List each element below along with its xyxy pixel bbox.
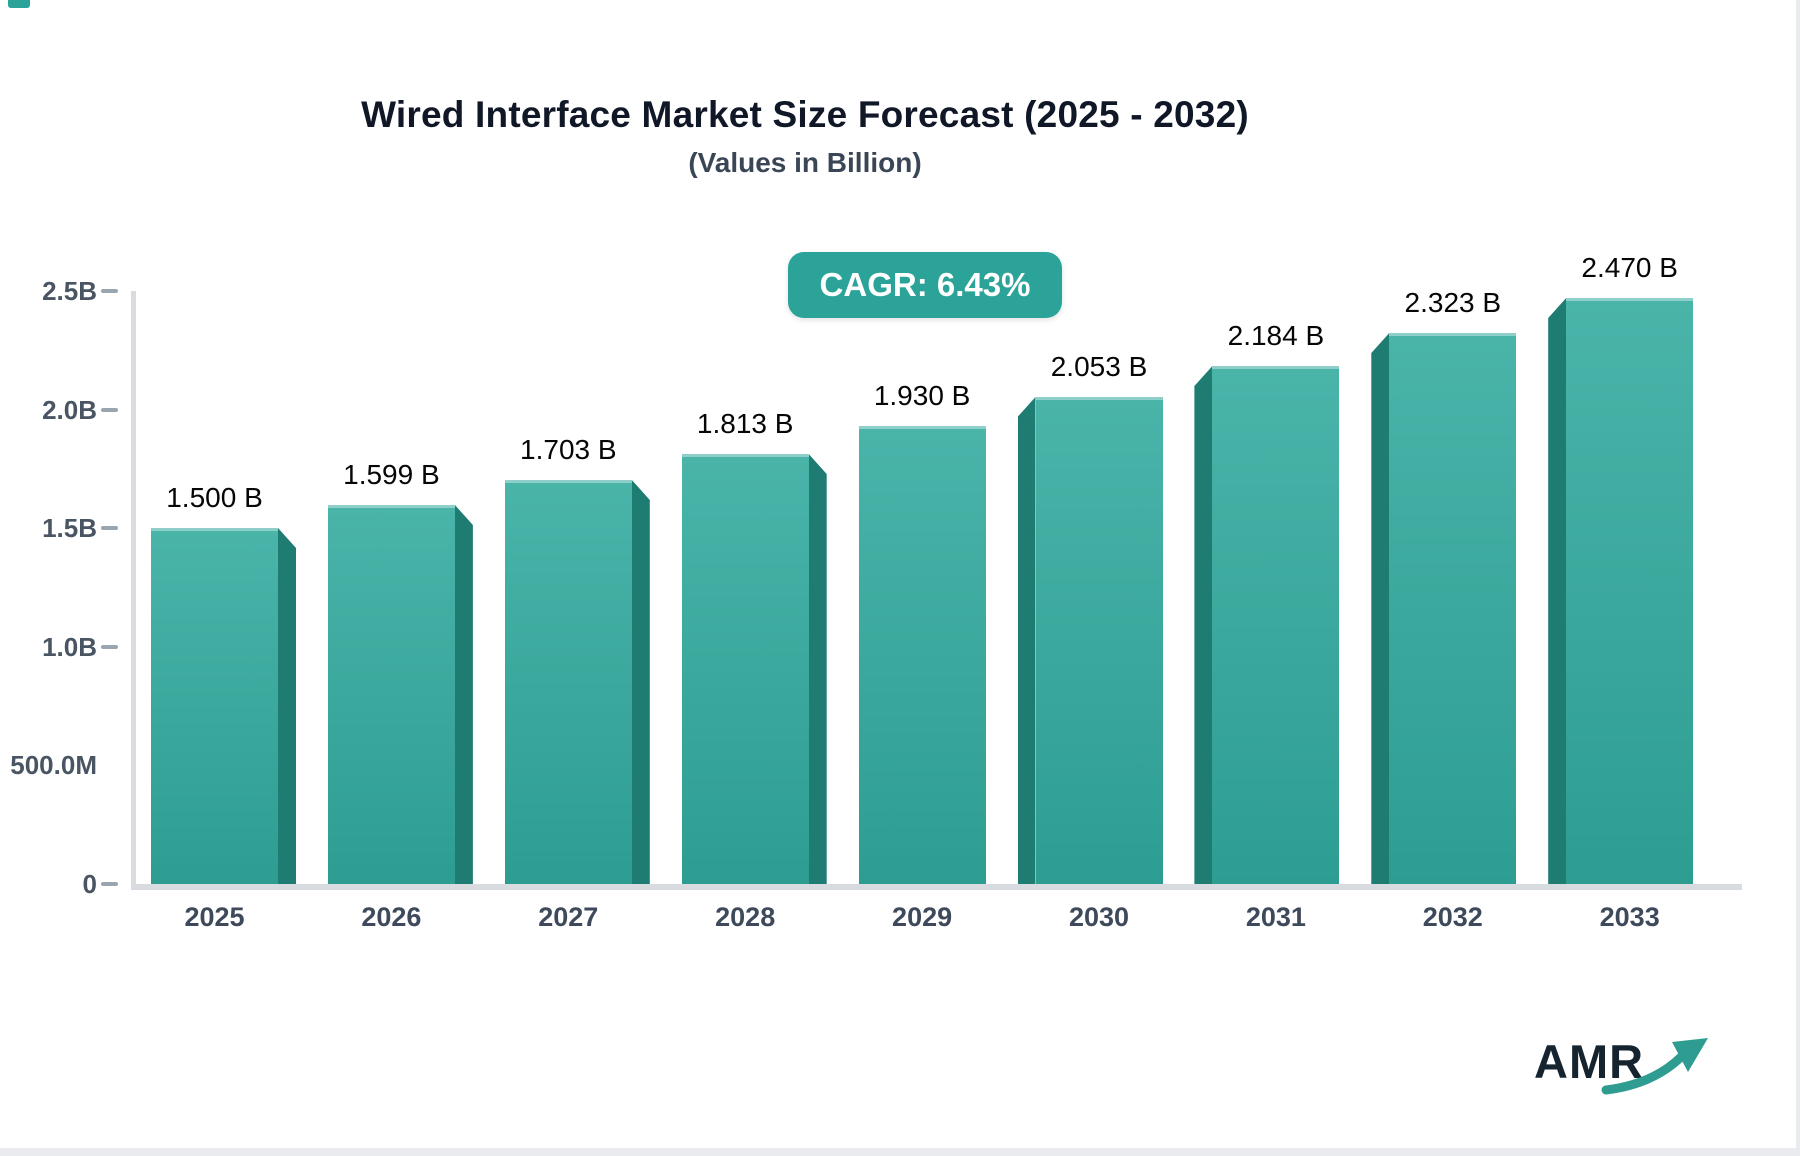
x-category-label: 2025	[184, 902, 245, 932]
bar-side-2031	[1194, 366, 1213, 884]
bar-2025	[151, 528, 278, 884]
bar-value-label: 1.599 B	[343, 459, 440, 490]
bar-side-2032	[1371, 333, 1390, 884]
cagr-badge-label: CAGR: 6.43%	[819, 266, 1031, 303]
bar-top-highlight	[858, 426, 986, 429]
bar-2033	[1566, 298, 1694, 884]
growth-arrow-icon	[1601, 1038, 1708, 1095]
y-tick-dash	[101, 882, 118, 886]
top-edge-artifact	[8, 0, 30, 8]
bar-top-highlight	[504, 480, 632, 483]
bar-2026	[327, 505, 455, 884]
y-tick-label: 0	[82, 869, 97, 899]
bar-value-label: 1.930 B	[873, 380, 971, 411]
bar-value-label: 1.500 B	[166, 482, 263, 513]
x-category-label: 2031	[1245, 902, 1306, 932]
y-tick-label: 2.5B	[42, 276, 97, 306]
bar-2029	[858, 426, 986, 884]
x-category-label: 2032	[1422, 902, 1483, 932]
x-category-label: 2028	[715, 902, 776, 932]
bar-side-2030	[1017, 397, 1036, 884]
x-category-label: 2026	[361, 902, 422, 932]
x-category-label: 2029	[892, 902, 953, 932]
x-category-label: 2033	[1599, 902, 1660, 932]
bar-top-highlight	[1389, 333, 1517, 336]
amr-logo: AMR	[1528, 1030, 1718, 1120]
x-category-label: 2030	[1068, 902, 1130, 932]
bar-top-highlight	[327, 505, 455, 508]
bar-side-2025	[278, 528, 296, 884]
bar-value-label: 1.703 B	[520, 434, 617, 465]
y-tick-label: 1.0B	[42, 631, 97, 662]
bar-top-highlight	[1035, 397, 1163, 400]
y-tick-label: 1.5B	[42, 513, 97, 544]
x-axis-line	[131, 884, 1742, 890]
bar-side-2028	[808, 454, 827, 884]
y-tick-label: 500.0M	[10, 750, 97, 781]
x-category-label: 2027	[538, 902, 599, 932]
y-tick-dash	[101, 289, 118, 293]
bar-2030	[1035, 397, 1163, 884]
y-tick-dash	[101, 407, 118, 412]
bar-value-label: 2.184 B	[1227, 320, 1325, 351]
chart-title: Wired Interface Market Size Forecast (20…	[361, 94, 1249, 135]
bar-value-label: 2.470 B	[1581, 252, 1678, 283]
bar-value-label: 2.323 B	[1404, 287, 1502, 318]
bar-top-highlight	[1566, 298, 1694, 301]
bar-top-highlight	[681, 454, 809, 457]
bar-2027	[504, 480, 632, 884]
bar-side-2027	[631, 480, 650, 884]
bar-top-highlight	[1212, 366, 1340, 369]
y-tick-dash	[101, 526, 118, 531]
bar-2028	[681, 454, 809, 884]
y-axis-line	[131, 291, 136, 884]
bar-side-2026	[454, 505, 473, 884]
chart-subtitle: (Values in Billion)	[688, 147, 922, 178]
bar-value-label: 1.813 B	[696, 408, 794, 439]
y-tick-label: 2.0B	[42, 394, 97, 425]
y-tick-dash	[101, 644, 118, 649]
cagr-badge: CAGR: 6.43%	[788, 252, 1062, 318]
amr-logo-text: AMR	[1534, 1035, 1645, 1088]
bar-2032	[1389, 333, 1517, 884]
bar-side-2033	[1548, 298, 1567, 884]
bar-2031	[1212, 366, 1340, 884]
bar-top-highlight	[151, 528, 278, 531]
bar-value-label: 2.053 B	[1050, 351, 1148, 382]
